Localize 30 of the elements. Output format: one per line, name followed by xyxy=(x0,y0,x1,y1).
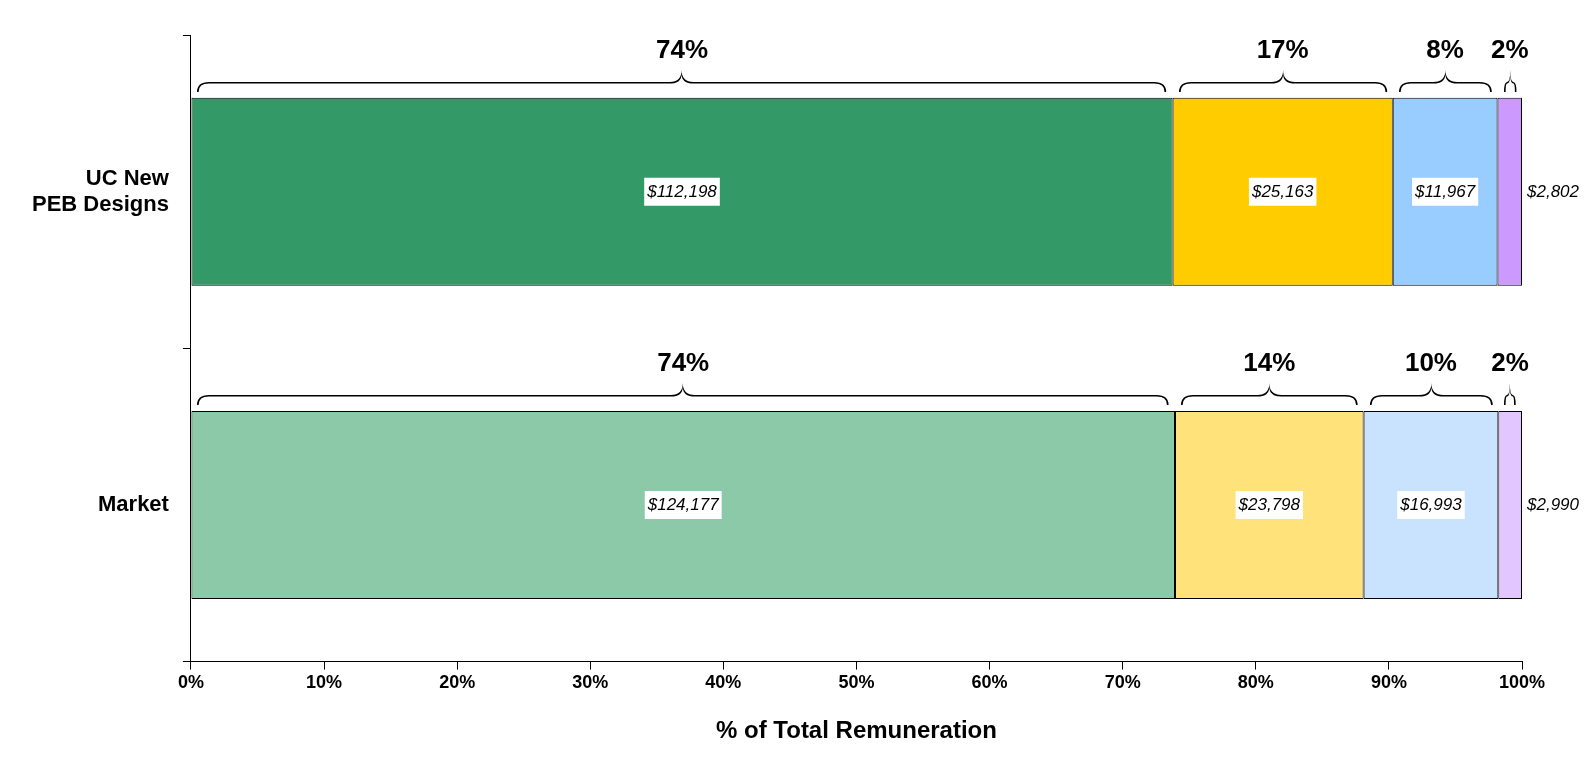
annotation: 74% xyxy=(657,347,710,378)
annotation: 2% xyxy=(1490,34,1529,65)
x-tick-label: 30% xyxy=(572,672,609,693)
annotation: $25,163 xyxy=(1250,181,1314,201)
annotation: 17% xyxy=(1256,34,1309,65)
text: $2,990 xyxy=(1526,494,1580,514)
x-tick-label: 10% xyxy=(306,672,343,693)
annotation: $11,967 xyxy=(1414,181,1476,201)
annotation: 10% xyxy=(1404,347,1457,378)
annotation: 2% xyxy=(1491,347,1529,378)
x-tick-label: 80% xyxy=(1237,672,1274,693)
x-tick-label: 70% xyxy=(1104,672,1141,693)
x-tick-label: 90% xyxy=(1370,672,1407,693)
annotation: 8% xyxy=(1426,34,1464,65)
y-tick-label: Market xyxy=(98,491,170,517)
annotation: $112,198 xyxy=(646,181,718,201)
x-tick-label: 60% xyxy=(971,672,1008,693)
annotation: $23,798 xyxy=(1237,494,1301,514)
x-tick-label: 0% xyxy=(177,672,204,693)
annotation: $124,177 xyxy=(646,494,720,514)
annotation: 74% xyxy=(655,34,709,65)
x-tick-label: 50% xyxy=(838,672,875,693)
annotation: 14% xyxy=(1243,347,1296,378)
annotation: $16,993 xyxy=(1399,494,1463,514)
x-tick-label: 20% xyxy=(439,672,476,693)
y-tick-label: UC New PEB Designs xyxy=(31,164,170,217)
text: $2,802 xyxy=(1526,181,1580,201)
x-axis-title: % of Total Remuneration xyxy=(716,716,997,744)
x-tick-label: 40% xyxy=(705,672,742,693)
x-tick-label: 100% xyxy=(1498,672,1546,693)
